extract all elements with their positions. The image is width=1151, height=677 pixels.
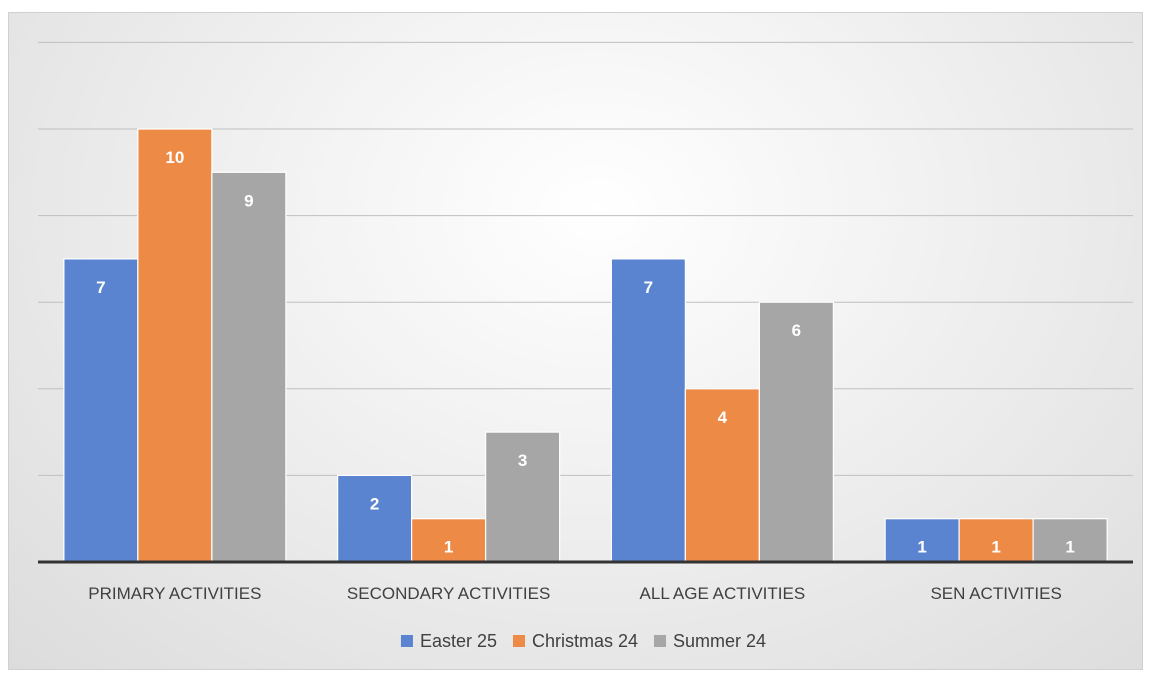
data-label: 1 — [917, 538, 926, 557]
legend-swatch — [654, 635, 667, 647]
data-label: 1 — [444, 538, 453, 557]
legend-label: Summer 24 — [673, 631, 766, 651]
category-label: PRIMARY ACTIVITIES — [88, 584, 261, 603]
bars — [63, 128, 1108, 563]
category-labels: PRIMARY ACTIVITIES SECONDARY ACTIVITIES AL… — [88, 584, 1062, 603]
bar — [610, 258, 686, 563]
data-labels: 7 10 9 2 1 3 7 4 6 1 1 1 — [96, 148, 1075, 557]
bar — [211, 171, 287, 563]
data-label: 6 — [792, 321, 801, 340]
bar — [1032, 518, 1108, 563]
data-label: 7 — [644, 278, 653, 297]
data-label: 4 — [718, 408, 728, 427]
bar — [485, 431, 561, 563]
data-label: 1 — [991, 538, 1000, 557]
bar — [137, 128, 213, 563]
bar — [758, 301, 834, 563]
legend: Easter 25 Christmas 24 Summer 24 — [400, 631, 766, 651]
bar — [63, 258, 139, 563]
bar — [958, 518, 1034, 563]
legend-label: Christmas 24 — [532, 631, 638, 651]
category-label: SECONDARY ACTIVITIES — [347, 584, 550, 603]
data-label: 2 — [370, 494, 379, 513]
bar — [337, 474, 413, 563]
data-label: 3 — [518, 451, 527, 470]
bar — [884, 518, 960, 563]
data-label: 7 — [96, 278, 105, 297]
category-label: ALL AGE ACTIVITIES — [640, 584, 806, 603]
legend-swatch — [400, 635, 413, 647]
category-label: SEN ACTIVITIES — [930, 584, 1061, 603]
data-label: 1 — [1065, 538, 1074, 557]
data-label: 9 — [244, 191, 253, 210]
data-label: 10 — [165, 148, 184, 167]
legend-swatch — [512, 635, 525, 647]
bar — [684, 388, 760, 563]
legend-label: Easter 25 — [420, 631, 497, 651]
